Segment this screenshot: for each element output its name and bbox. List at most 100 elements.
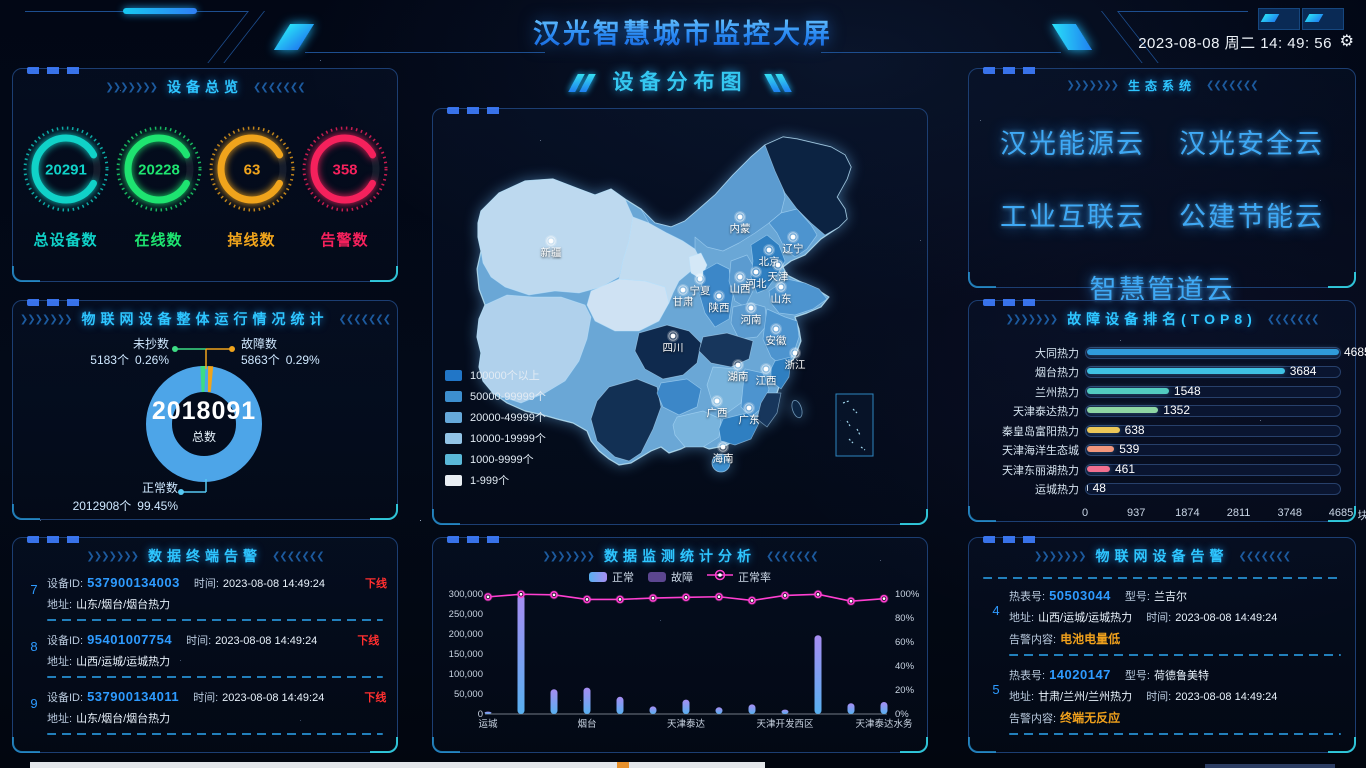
province-marker[interactable] <box>714 398 720 404</box>
gauge-arc <box>310 134 379 204</box>
taskbar-peek[interactable] <box>30 762 765 768</box>
alarm-time: 2023-08-08 14:49:24 <box>222 692 325 704</box>
province-marker[interactable] <box>670 333 676 339</box>
right-axis-tick: 80% <box>895 613 915 624</box>
right-axis-tick: 0% <box>895 709 909 720</box>
ecosystem-link[interactable]: 汉光安全云 <box>1179 129 1324 159</box>
panel-china-map: 新疆 内蒙 辽宁 北京 天津 河北 山西 宁夏 甘肃 山东 陕西 河南 四川 安徽 浙江 湖南 江西 广西 广东 海南… <box>432 107 929 526</box>
province-marker[interactable] <box>778 284 784 290</box>
left-axis-tick: 50,000 <box>454 689 483 700</box>
region-dongbei[interactable] <box>764 136 852 236</box>
ranking-value: 1352 <box>1163 403 1190 418</box>
axis-unit: 块 <box>1357 510 1366 522</box>
alarm-index: 5 <box>992 682 1000 697</box>
region-guizhou[interactable] <box>656 378 702 416</box>
panel-title-row: 数据终端告警 <box>13 538 397 566</box>
donut-center: 2018091 总数 <box>134 397 274 445</box>
bar-normal <box>583 687 591 714</box>
alarm-address: 山西/运城/运城热力 <box>1038 612 1133 624</box>
bar-normal <box>781 709 789 714</box>
region-shaanxi[interactable] <box>698 262 734 328</box>
region-sichuan[interactable] <box>634 324 702 380</box>
region-guangdong[interactable] <box>718 412 760 446</box>
region-yunnan[interactable] <box>590 378 662 462</box>
region-hebei[interactable] <box>750 234 786 294</box>
gauge-group: 20291 总设备数 20228 在线数 63 掉线数 358 告警数 <box>13 97 397 250</box>
province-marker[interactable] <box>746 405 752 411</box>
province-label: 广西 <box>707 407 728 419</box>
gear-icon[interactable]: ⚙ <box>1339 33 1354 50</box>
ranking-bar <box>1087 426 1120 433</box>
chevrons-right-icon <box>1239 551 1291 562</box>
alarm-index: 8 <box>30 639 38 654</box>
ecosystem-link[interactable]: 公建节能云 <box>1179 202 1324 232</box>
ecosystem-link[interactable]: 汉光能源云 <box>1000 129 1145 159</box>
gauge-ring: 63 <box>209 126 294 212</box>
ranking-label: 大同热力 <box>1035 347 1079 360</box>
province-marker[interactable] <box>792 350 798 356</box>
alarm-address: 山东/烟台/烟台热力 <box>76 713 171 725</box>
province-marker[interactable] <box>548 238 554 244</box>
field-label: 设备ID: <box>47 692 84 704</box>
province-marker[interactable] <box>737 214 743 220</box>
field-label: 地址: <box>1009 612 1035 624</box>
province-marker[interactable] <box>775 262 781 268</box>
province-marker[interactable] <box>716 293 722 299</box>
donut-chart: 未抄数 5183个 0.26% 故障数 5863个 0.29% 正常数 2012908个 … <box>13 329 397 517</box>
region-zhejiang[interactable] <box>770 356 792 390</box>
gauge-label: 总设备数 <box>33 232 98 249</box>
map-legend-swatch <box>445 474 462 486</box>
ecosystem-row: 工业互联云 公建节能云 <box>1000 195 1324 234</box>
province-label: 海南 <box>713 452 734 465</box>
province-marker[interactable] <box>680 287 686 293</box>
bar-normal <box>550 689 558 714</box>
dashed-separator <box>47 733 383 735</box>
region-shandong[interactable] <box>768 278 828 316</box>
province-marker[interactable] <box>737 274 743 280</box>
ranking-track: 4685 <box>1085 345 1366 359</box>
axis-tick: 937 <box>1127 507 1146 519</box>
province-marker[interactable] <box>790 234 796 240</box>
ecosystem-link[interactable]: 工业互联云 <box>1000 202 1145 232</box>
region-hubei[interactable] <box>698 332 754 368</box>
province-marker[interactable] <box>766 247 772 253</box>
panel-device-overview: 设备总览 20291 总设备数 20228 在线数 63 掉线数 358 告警数 <box>12 67 398 282</box>
province-marker[interactable] <box>763 366 769 372</box>
province-marker[interactable] <box>720 444 726 450</box>
rate-dot-core <box>618 598 622 601</box>
gauge-tick-ring <box>302 126 387 212</box>
region-taiwan[interactable] <box>790 399 804 419</box>
region-xizang[interactable] <box>476 294 592 404</box>
province-label: 天津 <box>768 271 789 283</box>
region-xinjiang[interactable] <box>477 178 634 296</box>
region-neimenggu[interactable] <box>640 144 786 252</box>
bar-normal <box>649 706 657 714</box>
panel-title-row: 物联网设备告警 <box>969 538 1355 566</box>
region-henan[interactable] <box>730 302 768 340</box>
province-marker[interactable] <box>753 269 759 275</box>
device-gauge: 63 掉线数 <box>206 123 298 250</box>
province-label: 浙江 <box>785 359 806 371</box>
field-label: 热表号: <box>1009 591 1046 603</box>
panel-fault-ranking: 故障设备排名(TOP8) 大同热力 4685 烟台热力 3684 兰州热力 1548 天津泰… <box>968 299 1366 522</box>
region-hainan[interactable] <box>711 453 731 473</box>
province-marker[interactable] <box>773 326 779 332</box>
province-marker[interactable] <box>748 305 754 311</box>
map-legend-swatch <box>445 390 462 402</box>
status-badge: 下线 <box>365 578 388 590</box>
ranking-track: 461 <box>1085 462 1341 476</box>
alarm-content: 电池电量低 <box>1060 632 1121 646</box>
ranking-label: 天津海洋生态城 <box>1002 445 1079 458</box>
province-marker-ring <box>773 260 783 270</box>
province-marker[interactable] <box>697 276 703 282</box>
map-legend-swatch <box>445 432 462 444</box>
iot-alarm-list: 4 热表号: 50503044 型号: 兰吉尔 地址: 山西/运城/运城热力 时间: 2023-… <box>969 566 1355 746</box>
alarm-address: 山西/运城/运城热力 <box>76 656 171 668</box>
province-label: 河北 <box>746 278 767 290</box>
region-fujian[interactable] <box>756 392 782 428</box>
region-guangxi[interactable] <box>672 410 722 448</box>
province-marker[interactable] <box>735 362 741 368</box>
province-label: 河南 <box>741 313 762 326</box>
